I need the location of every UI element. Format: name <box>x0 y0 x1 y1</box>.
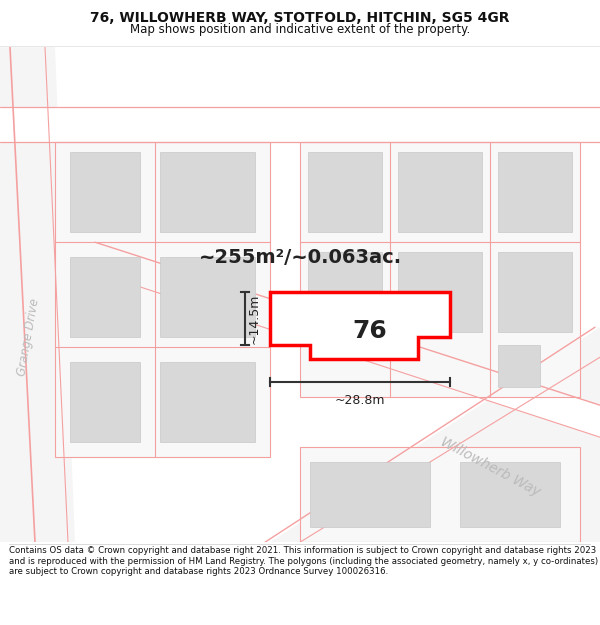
Text: Grange Drive: Grange Drive <box>15 298 41 377</box>
Text: ~14.5m: ~14.5m <box>248 294 261 344</box>
Text: 76, WILLOWHERB WAY, STOTFOLD, HITCHIN, SG5 4GR: 76, WILLOWHERB WAY, STOTFOLD, HITCHIN, S… <box>90 11 510 26</box>
Text: 76: 76 <box>353 319 388 342</box>
Polygon shape <box>70 258 140 337</box>
Polygon shape <box>498 345 540 387</box>
Polygon shape <box>160 362 255 442</box>
Polygon shape <box>160 152 255 232</box>
Polygon shape <box>460 462 560 527</box>
Polygon shape <box>300 142 580 398</box>
Polygon shape <box>270 327 600 542</box>
Polygon shape <box>308 252 382 332</box>
Text: ~28.8m: ~28.8m <box>335 394 385 408</box>
Polygon shape <box>398 252 482 332</box>
Polygon shape <box>310 462 430 527</box>
Polygon shape <box>70 152 140 232</box>
Polygon shape <box>0 47 75 542</box>
Text: Map shows position and indicative extent of the property.: Map shows position and indicative extent… <box>130 22 470 36</box>
Text: Contains OS data © Crown copyright and database right 2021. This information is : Contains OS data © Crown copyright and d… <box>9 546 598 576</box>
Polygon shape <box>160 258 255 337</box>
Text: Willowherb Way: Willowherb Way <box>437 435 542 499</box>
Polygon shape <box>70 362 140 442</box>
Polygon shape <box>308 152 382 232</box>
Polygon shape <box>0 107 600 142</box>
Polygon shape <box>498 152 572 232</box>
Polygon shape <box>95 242 600 437</box>
Polygon shape <box>55 142 270 457</box>
Polygon shape <box>398 152 482 232</box>
Text: ~255m²/~0.063ac.: ~255m²/~0.063ac. <box>199 248 401 267</box>
Polygon shape <box>300 447 580 542</box>
Polygon shape <box>498 252 572 332</box>
Polygon shape <box>270 292 450 359</box>
